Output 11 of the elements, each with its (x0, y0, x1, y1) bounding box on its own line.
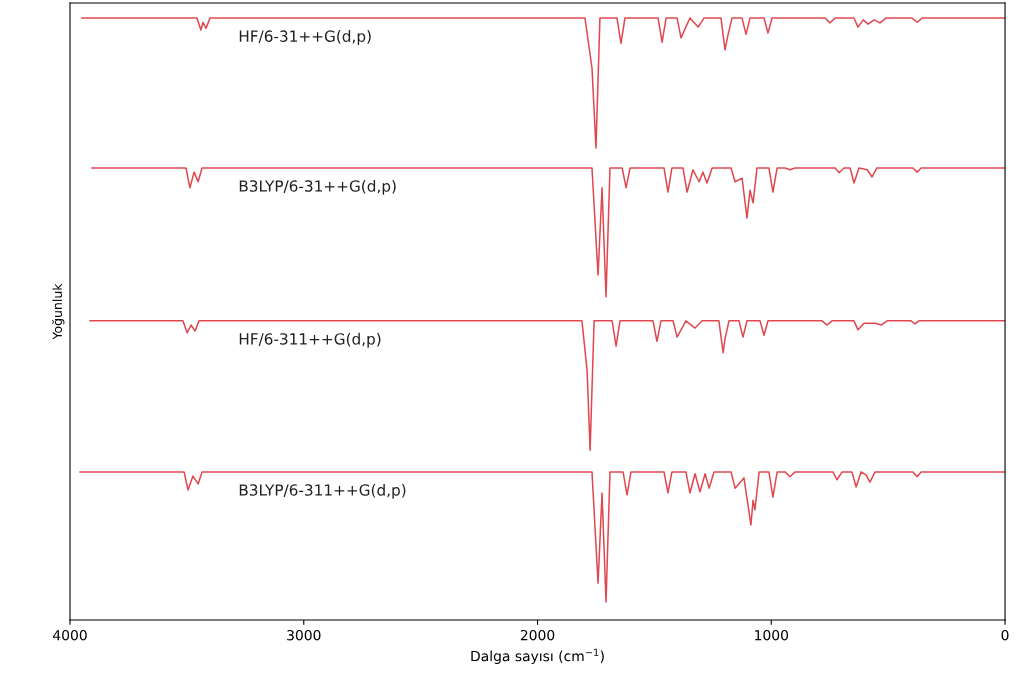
y-axis-title: Yoğunluk (52, 283, 65, 340)
x-axis-title: Dalga sayısı (cm$^{−1}$) (471, 648, 604, 664)
x-tick-label: 1000 (755, 629, 789, 641)
x-tick-label: 2000 (520, 629, 555, 641)
series-label: B3LYP/6-31++G(d,p) (239, 179, 396, 195)
series-label: B3LYP/6-311++G(d,p) (239, 483, 406, 499)
x-tick-label: 4000 (53, 629, 87, 641)
x-tick-label: 3000 (287, 629, 321, 641)
series-label: HF/6-311++G(d,p) (239, 332, 381, 348)
series-label: HF/6-31++G(d,p) (239, 30, 371, 45)
x-tick-label: 0 (1001, 629, 1009, 641)
